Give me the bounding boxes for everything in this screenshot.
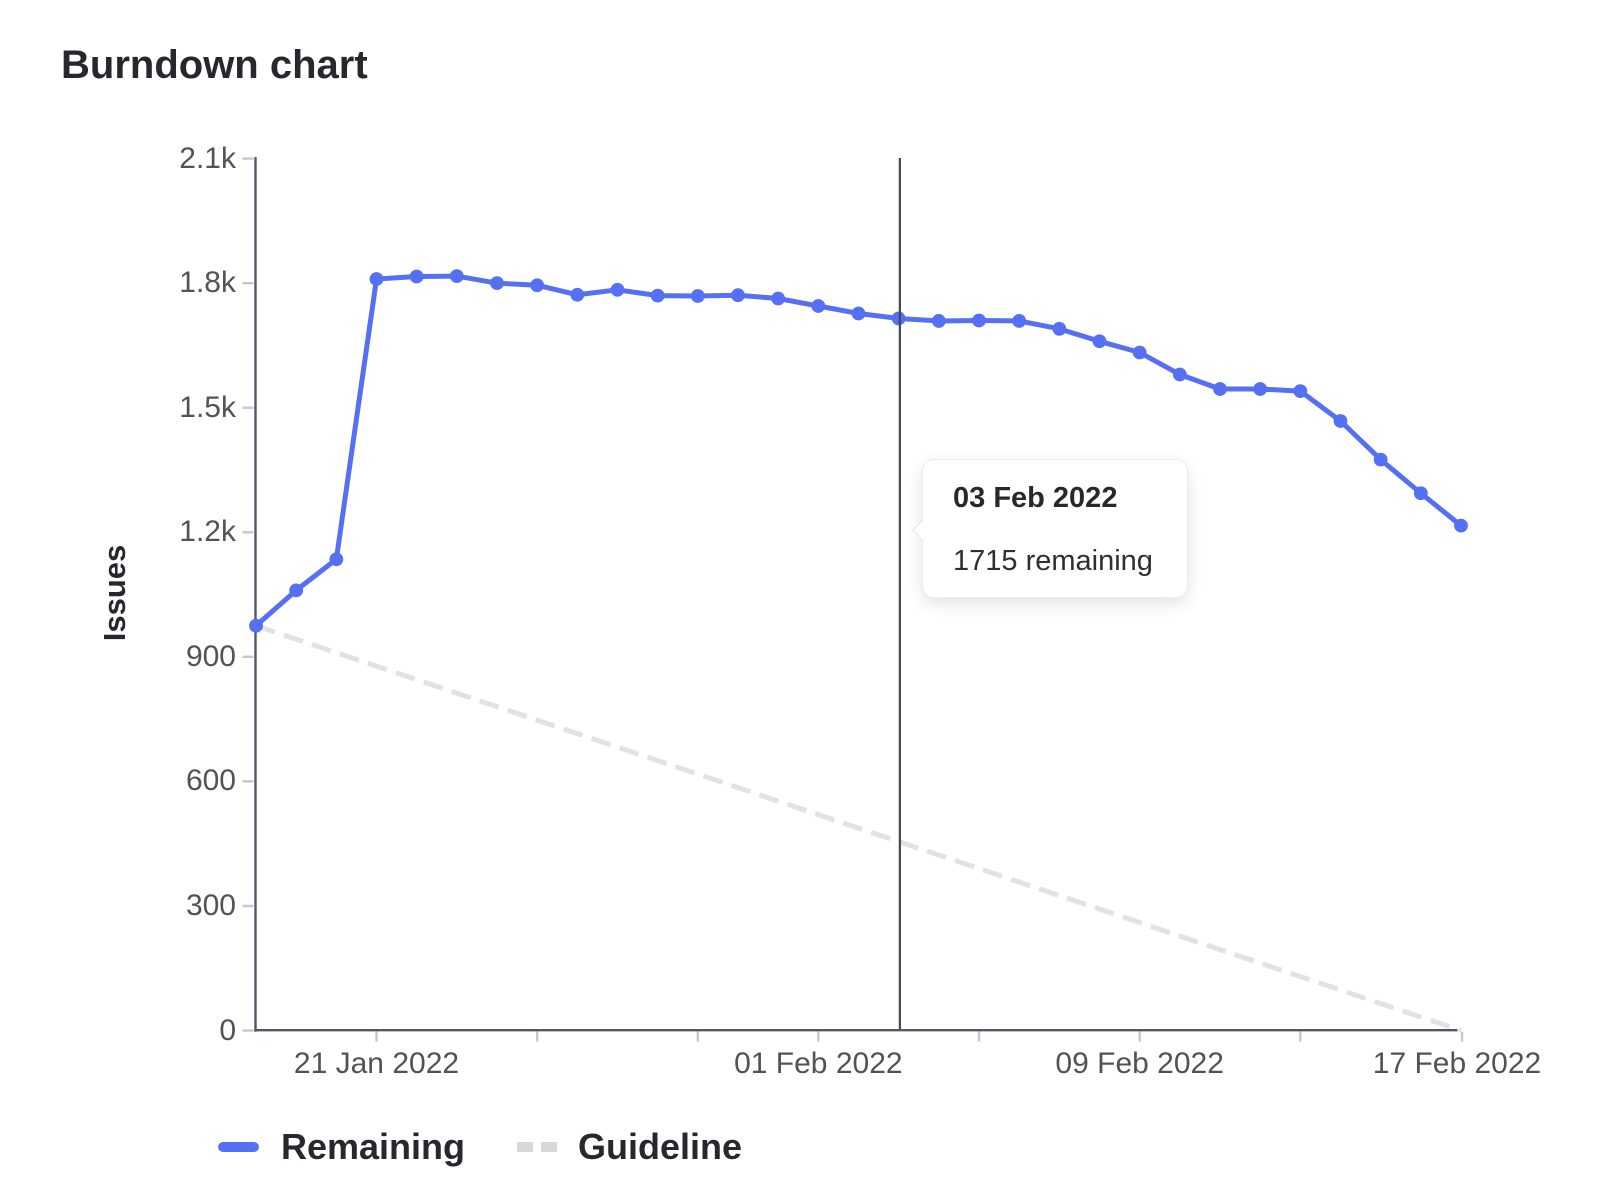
- remaining-data-point[interactable]: [851, 306, 866, 321]
- guideline-dash-swatch-icon: [517, 1142, 558, 1152]
- remaining-data-point[interactable]: [369, 272, 384, 286]
- remaining-data-point[interactable]: [811, 299, 826, 313]
- legend-item-guideline[interactable]: Guideline: [517, 1128, 742, 1166]
- chart-legend: Remaining Guideline: [218, 1128, 742, 1166]
- y-tick-label: 0: [219, 1013, 236, 1047]
- remaining-data-point[interactable]: [731, 288, 745, 303]
- remaining-data-point[interactable]: [1132, 345, 1147, 360]
- x-tick-label: 21 Jan 2022: [293, 1047, 460, 1080]
- y-tick-label: 900: [185, 639, 236, 673]
- remaining-data-point[interactable]: [289, 583, 304, 598]
- remaining-data-point[interactable]: [1454, 518, 1468, 533]
- remaining-data-point[interactable]: [610, 282, 625, 297]
- y-tick-label: 300: [185, 888, 236, 922]
- legend-label-guideline: Guideline: [578, 1126, 743, 1167]
- remaining-data-point[interactable]: [1213, 382, 1227, 396]
- remaining-data-point[interactable]: [1012, 314, 1027, 328]
- tooltip-date: 03 Feb 2022: [953, 482, 1118, 514]
- remaining-data-point[interactable]: [449, 269, 464, 283]
- remaining-data-point[interactable]: [650, 288, 665, 303]
- legend-label-remaining: Remaining: [281, 1126, 466, 1167]
- legend-item-remaining[interactable]: Remaining: [218, 1128, 465, 1166]
- guideline-series-line: [255, 623, 1462, 1033]
- remaining-data-point[interactable]: [570, 287, 585, 302]
- remaining-data-point[interactable]: [1333, 414, 1348, 428]
- y-tick-label: 600: [185, 764, 236, 798]
- remaining-line-swatch-icon: [218, 1142, 259, 1152]
- remaining-data-point[interactable]: [972, 313, 986, 328]
- remaining-data-point[interactable]: [771, 291, 786, 306]
- remaining-data-point[interactable]: [409, 269, 424, 284]
- remaining-data-point[interactable]: [1052, 321, 1067, 336]
- y-axis-title: Issues: [97, 544, 132, 642]
- y-tick-label: 1.5k: [179, 390, 236, 424]
- y-tick-label: 1.8k: [179, 266, 236, 300]
- x-tick-label: 01 Feb 2022: [734, 1047, 903, 1080]
- x-tick-label: 17 Feb 2022: [1372, 1047, 1542, 1080]
- y-tick-label: 2.1k: [179, 141, 236, 175]
- remaining-data-point[interactable]: [1413, 486, 1428, 501]
- chart-tooltip: 03 Feb 2022 1715 remaining: [912, 459, 1188, 598]
- remaining-data-point[interactable]: [1172, 367, 1187, 382]
- remaining-data-point[interactable]: [530, 278, 545, 293]
- remaining-data-point[interactable]: [1293, 384, 1308, 399]
- remaining-data-point[interactable]: [329, 552, 344, 567]
- remaining-data-point[interactable]: [490, 276, 504, 291]
- y-tick-label: 1.2k: [179, 515, 236, 549]
- remaining-data-point[interactable]: [1092, 334, 1107, 349]
- tooltip-value: 1715 remaining: [953, 545, 1153, 577]
- chart-title: Burndown chart: [61, 43, 368, 87]
- remaining-data-point[interactable]: [1373, 452, 1388, 467]
- remaining-series-line: [253, 273, 1464, 629]
- remaining-data-point[interactable]: [931, 314, 946, 328]
- x-tick-label: 09 Feb 2022: [1055, 1047, 1224, 1080]
- remaining-data-point[interactable]: [249, 618, 263, 633]
- remaining-data-point[interactable]: [690, 289, 705, 303]
- remaining-data-point[interactable]: [891, 311, 906, 326]
- remaining-data-point[interactable]: [1253, 382, 1268, 396]
